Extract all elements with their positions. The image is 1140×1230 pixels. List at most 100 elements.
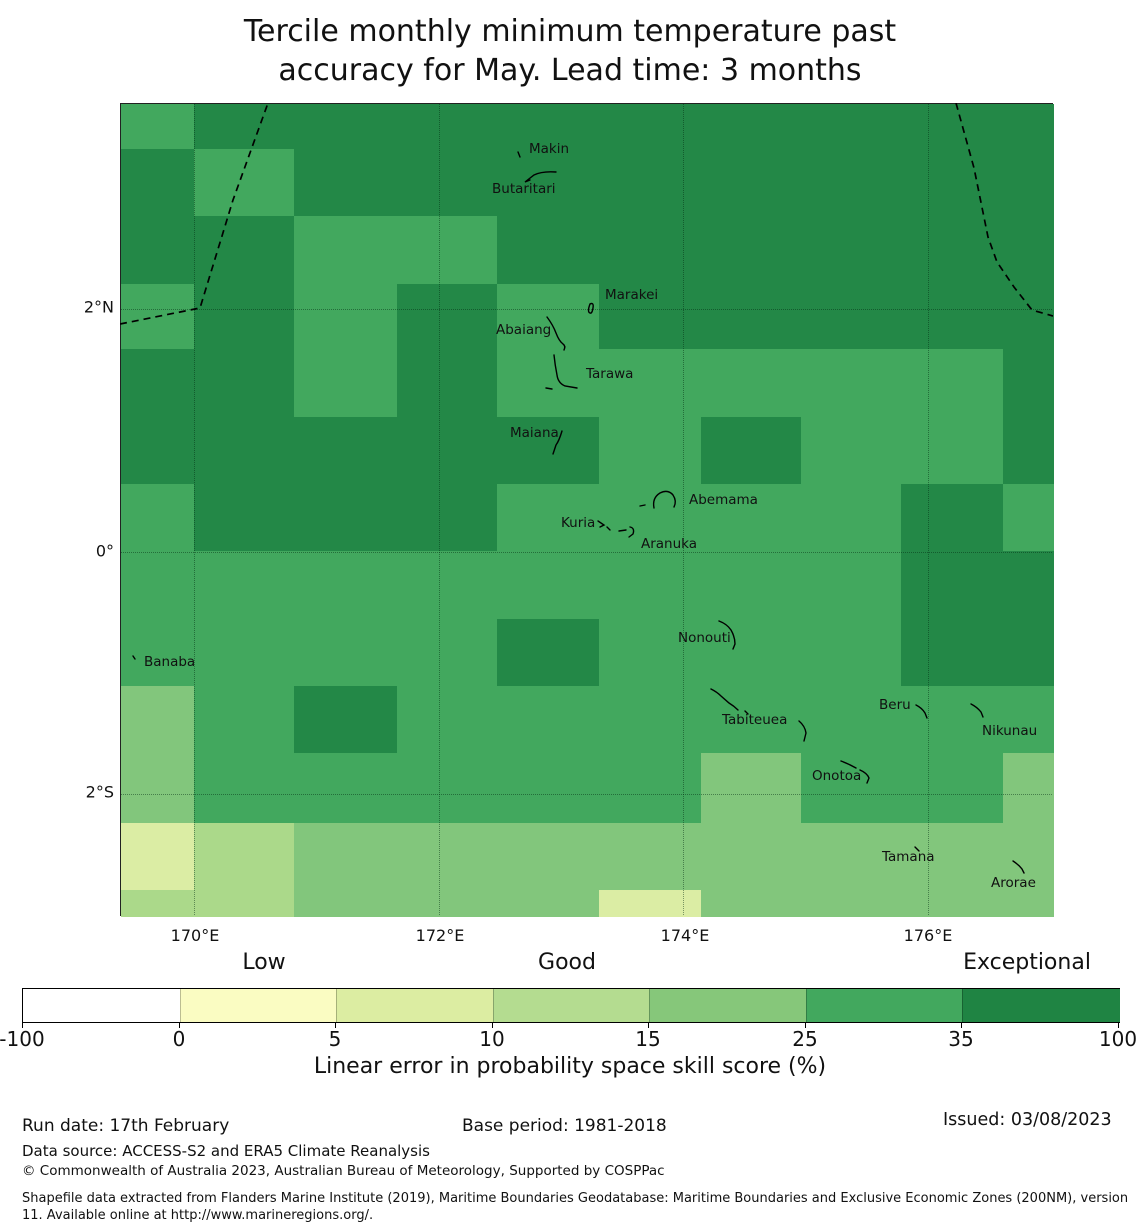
heatmap-cell xyxy=(497,417,599,484)
heatmap-cell xyxy=(397,686,497,753)
heatmap-cell xyxy=(1003,104,1054,149)
heatmap-cell xyxy=(497,890,599,917)
heatmap-cell xyxy=(194,104,294,149)
colorbar-quality-label: Exceptional xyxy=(963,950,1091,975)
x-tick-label: 170°E xyxy=(170,926,220,945)
heatmap-cell xyxy=(801,753,901,823)
heatmap-cell xyxy=(194,686,294,753)
heatmap-cell xyxy=(701,619,801,686)
heatmap-cell xyxy=(801,149,901,216)
heatmap-cell xyxy=(1003,149,1054,216)
heatmap-cell xyxy=(801,417,901,484)
heatmap-cell xyxy=(497,619,599,686)
heatmap-cell xyxy=(121,753,194,823)
heatmap-cell xyxy=(701,104,801,149)
heatmap-cell xyxy=(497,823,599,890)
heatmap-cell xyxy=(599,686,701,753)
heatmap-cell xyxy=(1003,349,1054,417)
heatmap-cell xyxy=(121,484,194,551)
heatmap-cell xyxy=(599,823,701,890)
x-tick-label: 172°E xyxy=(415,926,465,945)
heatmap-cell xyxy=(194,284,294,349)
heatmap-cell xyxy=(397,619,497,686)
heatmap-cell xyxy=(701,349,801,417)
island-label-banaba: Banaba xyxy=(144,654,196,670)
heatmap-cell xyxy=(497,484,599,551)
heatmap-cell xyxy=(701,284,801,349)
heatmap-cell xyxy=(901,284,1003,349)
heatmap-cell xyxy=(294,284,397,349)
heatmap-cell xyxy=(599,619,701,686)
heatmap-cell xyxy=(121,417,194,484)
island-label-arorae: Arorae xyxy=(991,875,1036,891)
colorbar-segment xyxy=(23,989,180,1022)
heatmap-cell xyxy=(901,823,1003,890)
colorbar-tick-label: 25 xyxy=(792,1027,818,1051)
colorbar-quality-label: Good xyxy=(538,950,596,975)
island-label-maiana: Maiana xyxy=(510,425,559,441)
heatmap-cell xyxy=(497,216,599,284)
colorbar-tick-mark xyxy=(1118,1022,1119,1028)
island-label-kuria: Kuria xyxy=(561,515,596,531)
heatmap-cell xyxy=(701,216,801,284)
heatmap-cell xyxy=(701,823,801,890)
issued-date-text: Issued: 03/08/2023 xyxy=(943,1110,1112,1130)
heatmap-cell xyxy=(294,619,397,686)
colorbar-tick-mark xyxy=(805,1022,806,1028)
heatmap-cell xyxy=(497,104,599,149)
colorbar-segment xyxy=(805,989,964,1022)
colorbar-segment xyxy=(962,989,1120,1022)
colorbar-quality-label: Low xyxy=(242,950,286,975)
heatmap-cell xyxy=(1003,551,1054,619)
island-label-onotoa: Onotoa xyxy=(812,768,862,784)
heatmap-cell xyxy=(599,284,701,349)
heatmap-cell xyxy=(497,753,599,823)
heatmap-cell xyxy=(901,149,1003,216)
heatmap-cell xyxy=(294,216,397,284)
colorbar-tick-label: 0 xyxy=(172,1027,186,1051)
heatmap-cell xyxy=(194,619,294,686)
colorbar-tick-mark xyxy=(961,1022,962,1028)
heatmap-cell xyxy=(121,890,194,917)
graticule-parallel xyxy=(121,309,1052,310)
heatmap-cell xyxy=(1003,216,1054,284)
heatmap-cell xyxy=(701,484,801,551)
heatmap-cell xyxy=(801,104,901,149)
colorbar xyxy=(22,988,1120,1023)
heatmap-cell xyxy=(801,284,901,349)
heatmap-cell xyxy=(497,284,599,349)
island-label-tarawa: Tarawa xyxy=(586,366,634,382)
heatmap-cell xyxy=(901,216,1003,284)
heatmap-cell xyxy=(901,417,1003,484)
heatmap-cell xyxy=(901,104,1003,149)
colorbar-segment xyxy=(179,989,338,1022)
heatmap-cell xyxy=(497,551,599,619)
island-label-nikunau: Nikunau xyxy=(982,723,1038,739)
data-source-text: Data source: ACCESS-S2 and ERA5 Climate … xyxy=(22,1142,430,1160)
heatmap-cell xyxy=(397,216,497,284)
heatmap-cell xyxy=(901,686,1003,753)
chart-title-line2: accuracy for May. Lead time: 3 months xyxy=(278,53,862,88)
heatmap-cell xyxy=(901,484,1003,551)
island-label-aranuka: Aranuka xyxy=(641,536,698,552)
heatmap-cell xyxy=(701,753,801,823)
heatmap-cell xyxy=(901,349,1003,417)
graticule-meridian xyxy=(683,104,684,915)
heatmap-cell xyxy=(497,686,599,753)
heatmap-cell xyxy=(397,149,497,216)
heatmap-cell xyxy=(801,890,901,917)
heatmap-cell xyxy=(194,484,294,551)
colorbar-segment xyxy=(492,989,651,1022)
island-label-makin: Makin xyxy=(529,141,570,157)
heatmap-cell xyxy=(599,104,701,149)
x-tick-label: 176°E xyxy=(903,926,953,945)
heatmap-cell xyxy=(1003,417,1054,484)
heatmap-cell xyxy=(1003,619,1054,686)
heatmap-cell xyxy=(801,823,901,890)
heatmap-cell xyxy=(599,417,701,484)
colorbar-tick-label: 35 xyxy=(948,1027,974,1051)
heatmap-cell xyxy=(801,686,901,753)
heatmap-cell xyxy=(194,823,294,890)
heatmap-cell xyxy=(1003,484,1054,551)
heatmap-cell xyxy=(194,753,294,823)
